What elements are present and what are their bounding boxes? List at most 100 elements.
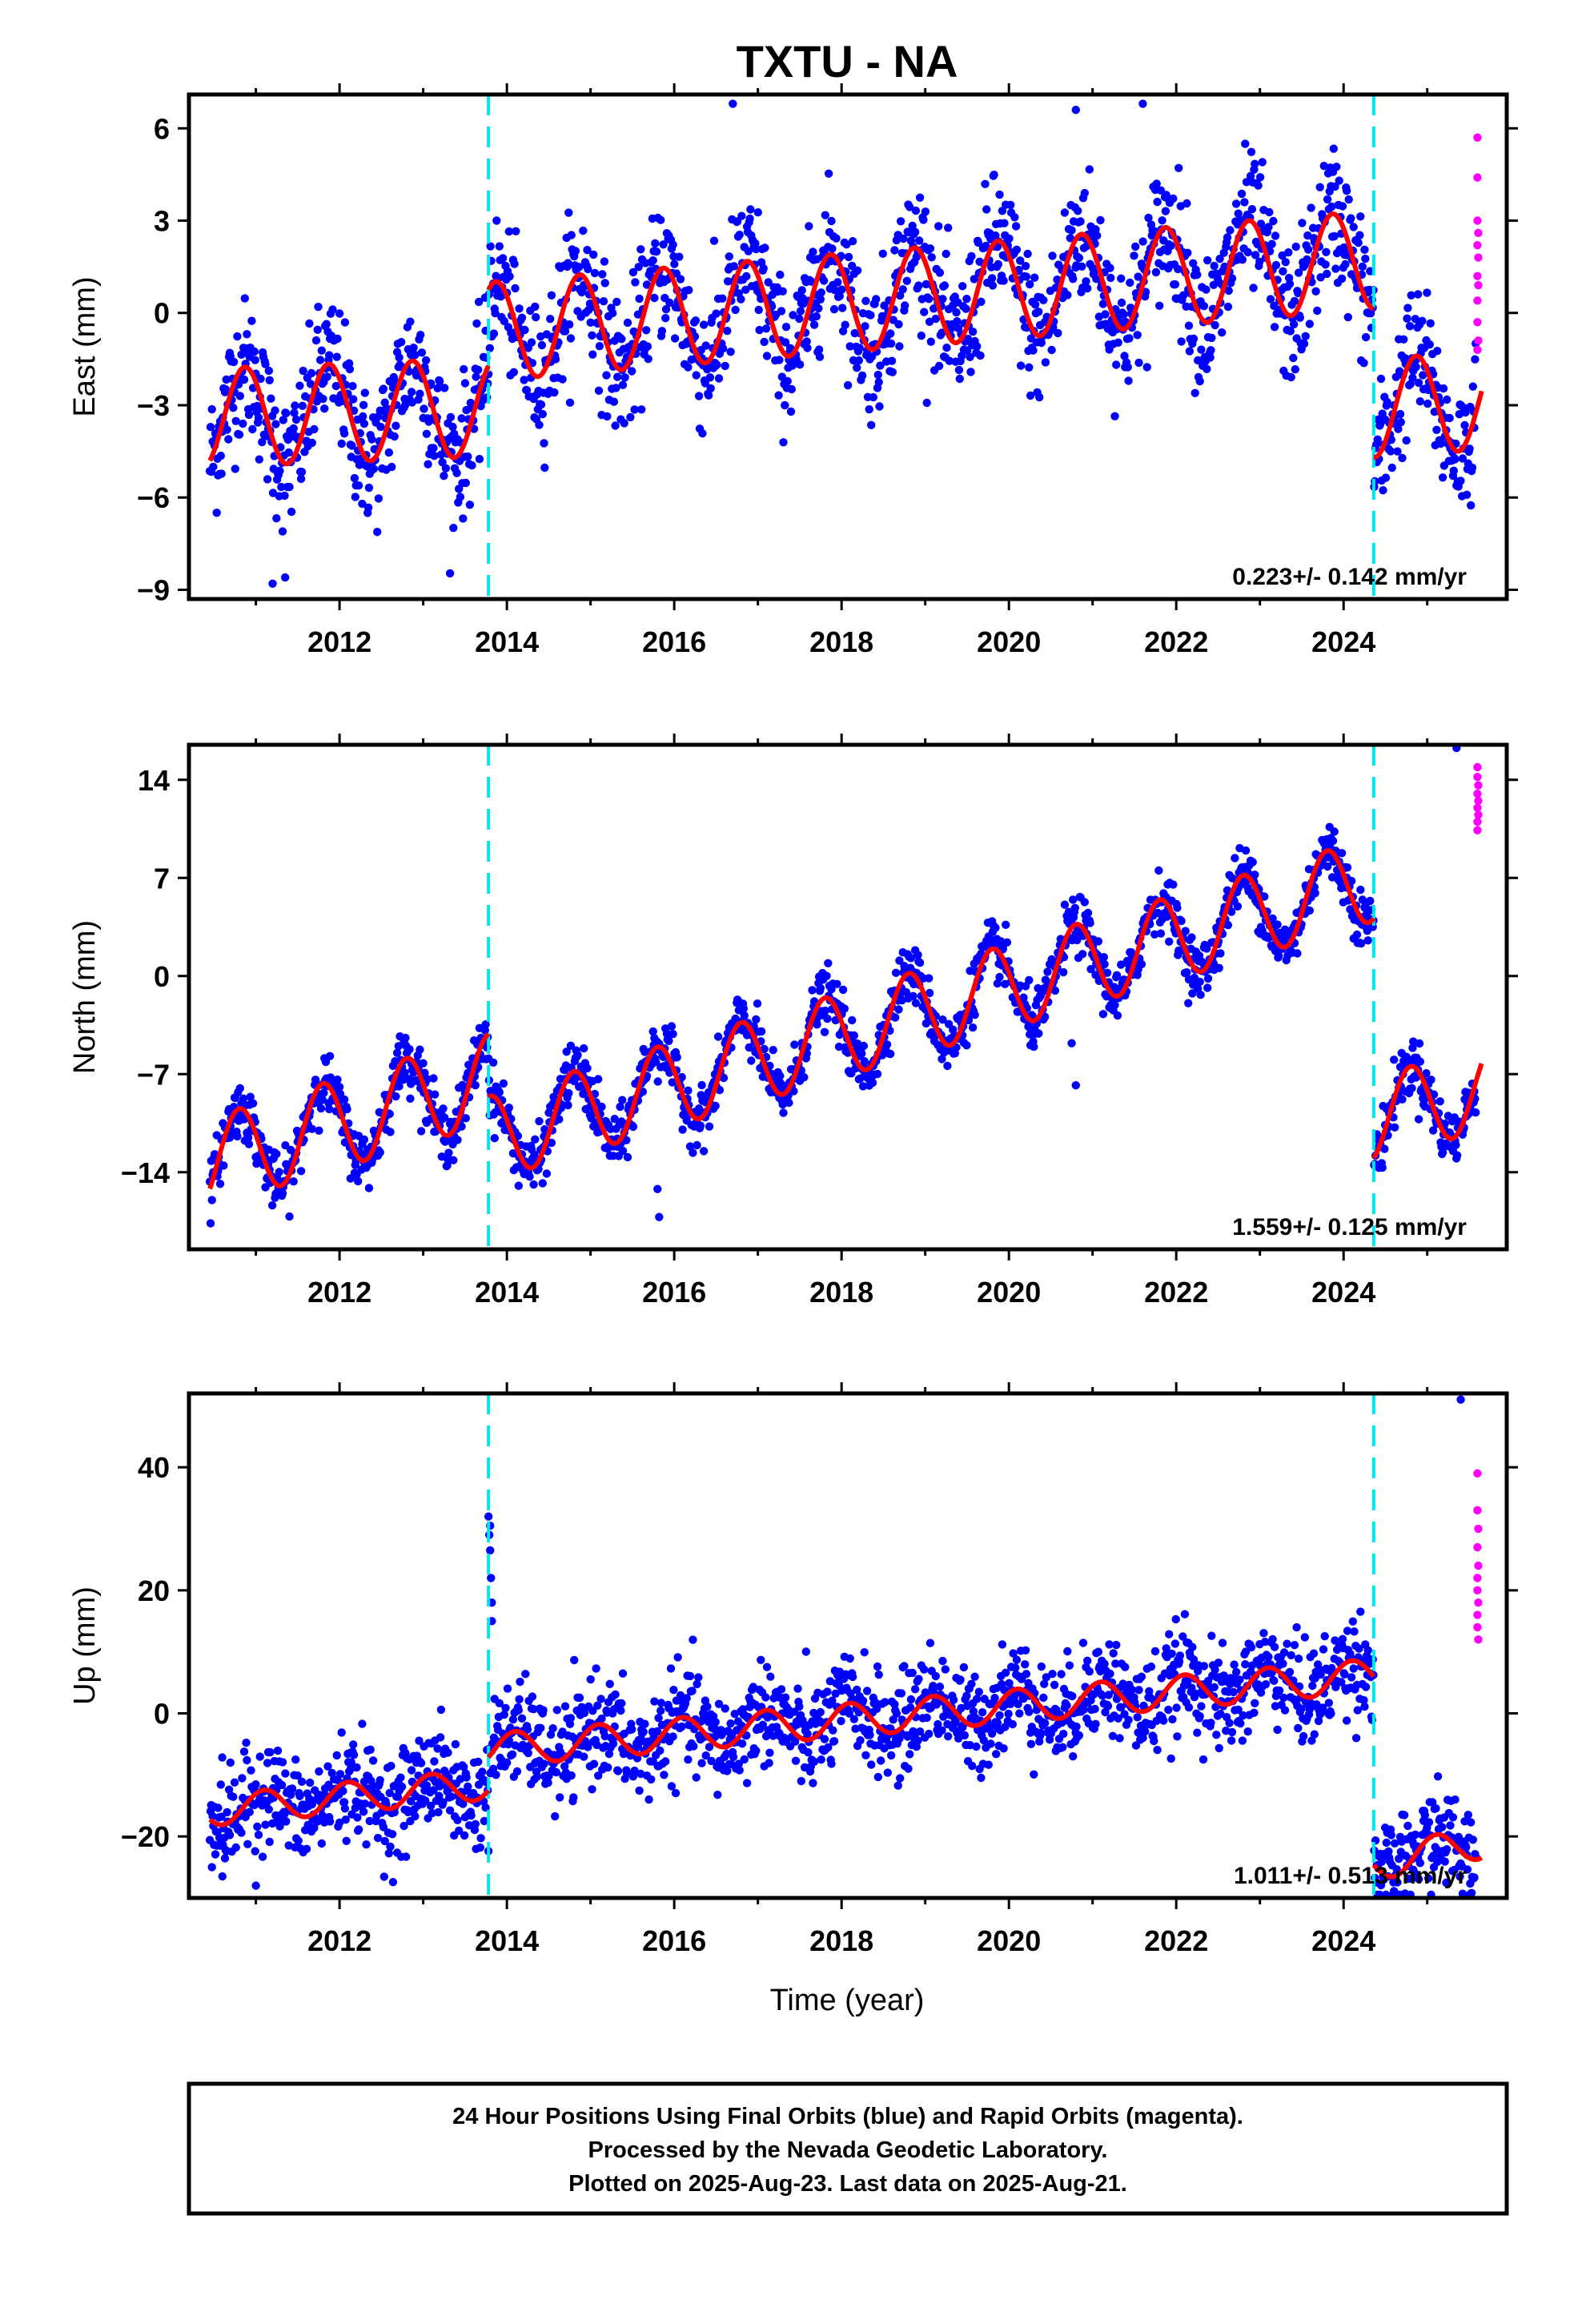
final-orbit-point <box>1059 967 1068 977</box>
final-orbit-point <box>1452 1140 1460 1150</box>
final-orbit-point <box>1298 219 1307 227</box>
final-orbit-point <box>1243 247 1252 257</box>
final-orbit-point <box>1414 290 1423 299</box>
final-orbit-point <box>697 1759 706 1767</box>
final-orbit-point <box>516 1677 524 1687</box>
final-orbit-point <box>992 1750 1001 1759</box>
final-orbit-point <box>345 364 355 374</box>
final-orbit-point <box>803 344 812 352</box>
final-orbit-point <box>538 409 547 419</box>
final-orbit-point <box>284 448 293 457</box>
final-orbit-point <box>460 1831 469 1840</box>
final-orbit-point <box>1321 260 1330 269</box>
final-orbit-point <box>824 169 833 178</box>
final-orbit-point <box>1022 272 1031 281</box>
final-orbit-point <box>670 259 679 268</box>
final-orbit-point <box>821 211 830 219</box>
final-orbit-point <box>1313 306 1322 316</box>
final-orbit-point <box>439 1104 448 1113</box>
final-orbit-point <box>430 1757 439 1766</box>
final-orbit-point <box>1170 280 1180 289</box>
final-orbit-point <box>891 1013 900 1022</box>
final-orbit-point <box>1025 1707 1034 1716</box>
final-orbit-point <box>214 1803 223 1812</box>
final-orbit-point <box>1270 323 1279 332</box>
final-orbit-point <box>873 1069 882 1079</box>
final-orbit-point <box>995 190 1004 199</box>
final-orbit-point <box>287 1784 297 1793</box>
final-orbit-point <box>1224 286 1233 296</box>
final-orbit-point <box>1251 159 1259 168</box>
final-orbit-point <box>729 99 737 108</box>
final-orbit-point <box>1423 399 1432 408</box>
final-orbit-point <box>235 392 244 400</box>
rapid-orbit-point <box>1474 280 1483 290</box>
final-orbit-point <box>776 270 785 279</box>
final-orbit-point <box>669 1732 677 1741</box>
final-orbit-point <box>618 1096 627 1104</box>
final-orbit-point <box>217 469 226 478</box>
final-orbit-point <box>795 314 804 324</box>
final-orbit-point <box>1414 378 1423 388</box>
final-orbit-point <box>1182 199 1191 208</box>
final-orbit-point <box>1327 202 1336 211</box>
final-orbit-point <box>1080 188 1090 198</box>
final-orbit-point <box>1472 1108 1480 1117</box>
final-orbit-point <box>1203 983 1212 992</box>
final-orbit-point <box>570 1655 579 1665</box>
final-orbit-point <box>604 1763 612 1772</box>
final-orbit-point <box>1407 1084 1416 1093</box>
final-orbit-point <box>1240 198 1249 207</box>
final-orbit-point <box>1110 1000 1119 1010</box>
final-orbit-point <box>657 327 667 336</box>
final-orbit-point <box>1026 279 1034 289</box>
final-orbit-point <box>1415 397 1425 406</box>
final-orbit-point <box>440 1113 449 1122</box>
final-orbit-point <box>696 1121 705 1130</box>
final-orbit-point <box>1134 272 1142 281</box>
final-orbit-point <box>1083 283 1092 293</box>
final-orbit-point <box>1137 959 1146 969</box>
final-orbit-point <box>817 1755 825 1764</box>
final-orbit-point <box>567 1771 576 1780</box>
final-orbit-point <box>364 483 374 493</box>
final-orbit-point <box>764 278 773 287</box>
final-orbit-point <box>600 279 609 287</box>
final-orbit-point <box>1039 296 1048 304</box>
final-orbit-point <box>858 1696 868 1705</box>
final-orbit-point <box>838 985 848 995</box>
final-orbit-point <box>667 1022 677 1031</box>
final-orbit-point <box>423 1075 432 1084</box>
final-orbit-point <box>1153 197 1162 207</box>
final-orbit-point <box>1269 216 1278 226</box>
final-orbit-point <box>673 1053 681 1062</box>
final-orbit-point <box>560 327 570 336</box>
final-orbit-point <box>350 473 359 483</box>
final-orbit-point <box>503 1684 512 1693</box>
final-orbit-point <box>505 272 514 281</box>
final-orbit-point <box>1411 315 1420 324</box>
final-orbit-point <box>511 283 520 293</box>
final-orbit-point <box>600 257 609 266</box>
final-orbit-point <box>1152 179 1161 188</box>
final-orbit-point <box>264 366 273 376</box>
final-orbit-point <box>800 1073 809 1082</box>
final-orbit-point <box>1151 267 1161 277</box>
final-orbit-point <box>725 252 733 261</box>
final-orbit-point <box>429 444 438 452</box>
final-orbit-point <box>949 1695 958 1704</box>
final-orbit-point <box>405 1045 414 1054</box>
final-orbit-point <box>891 968 901 978</box>
final-orbit-point <box>740 1755 749 1764</box>
final-orbit-point <box>246 1092 255 1101</box>
final-orbit-point <box>990 1694 999 1703</box>
final-orbit-point <box>333 1076 342 1084</box>
final-orbit-point <box>1071 106 1080 115</box>
final-orbit-point <box>787 384 796 394</box>
final-orbit-point <box>991 923 1000 932</box>
final-orbit-point <box>886 1049 895 1059</box>
final-orbit-point <box>1022 1670 1031 1679</box>
final-orbit-point <box>1378 1163 1387 1172</box>
final-orbit-point <box>1004 1709 1013 1719</box>
